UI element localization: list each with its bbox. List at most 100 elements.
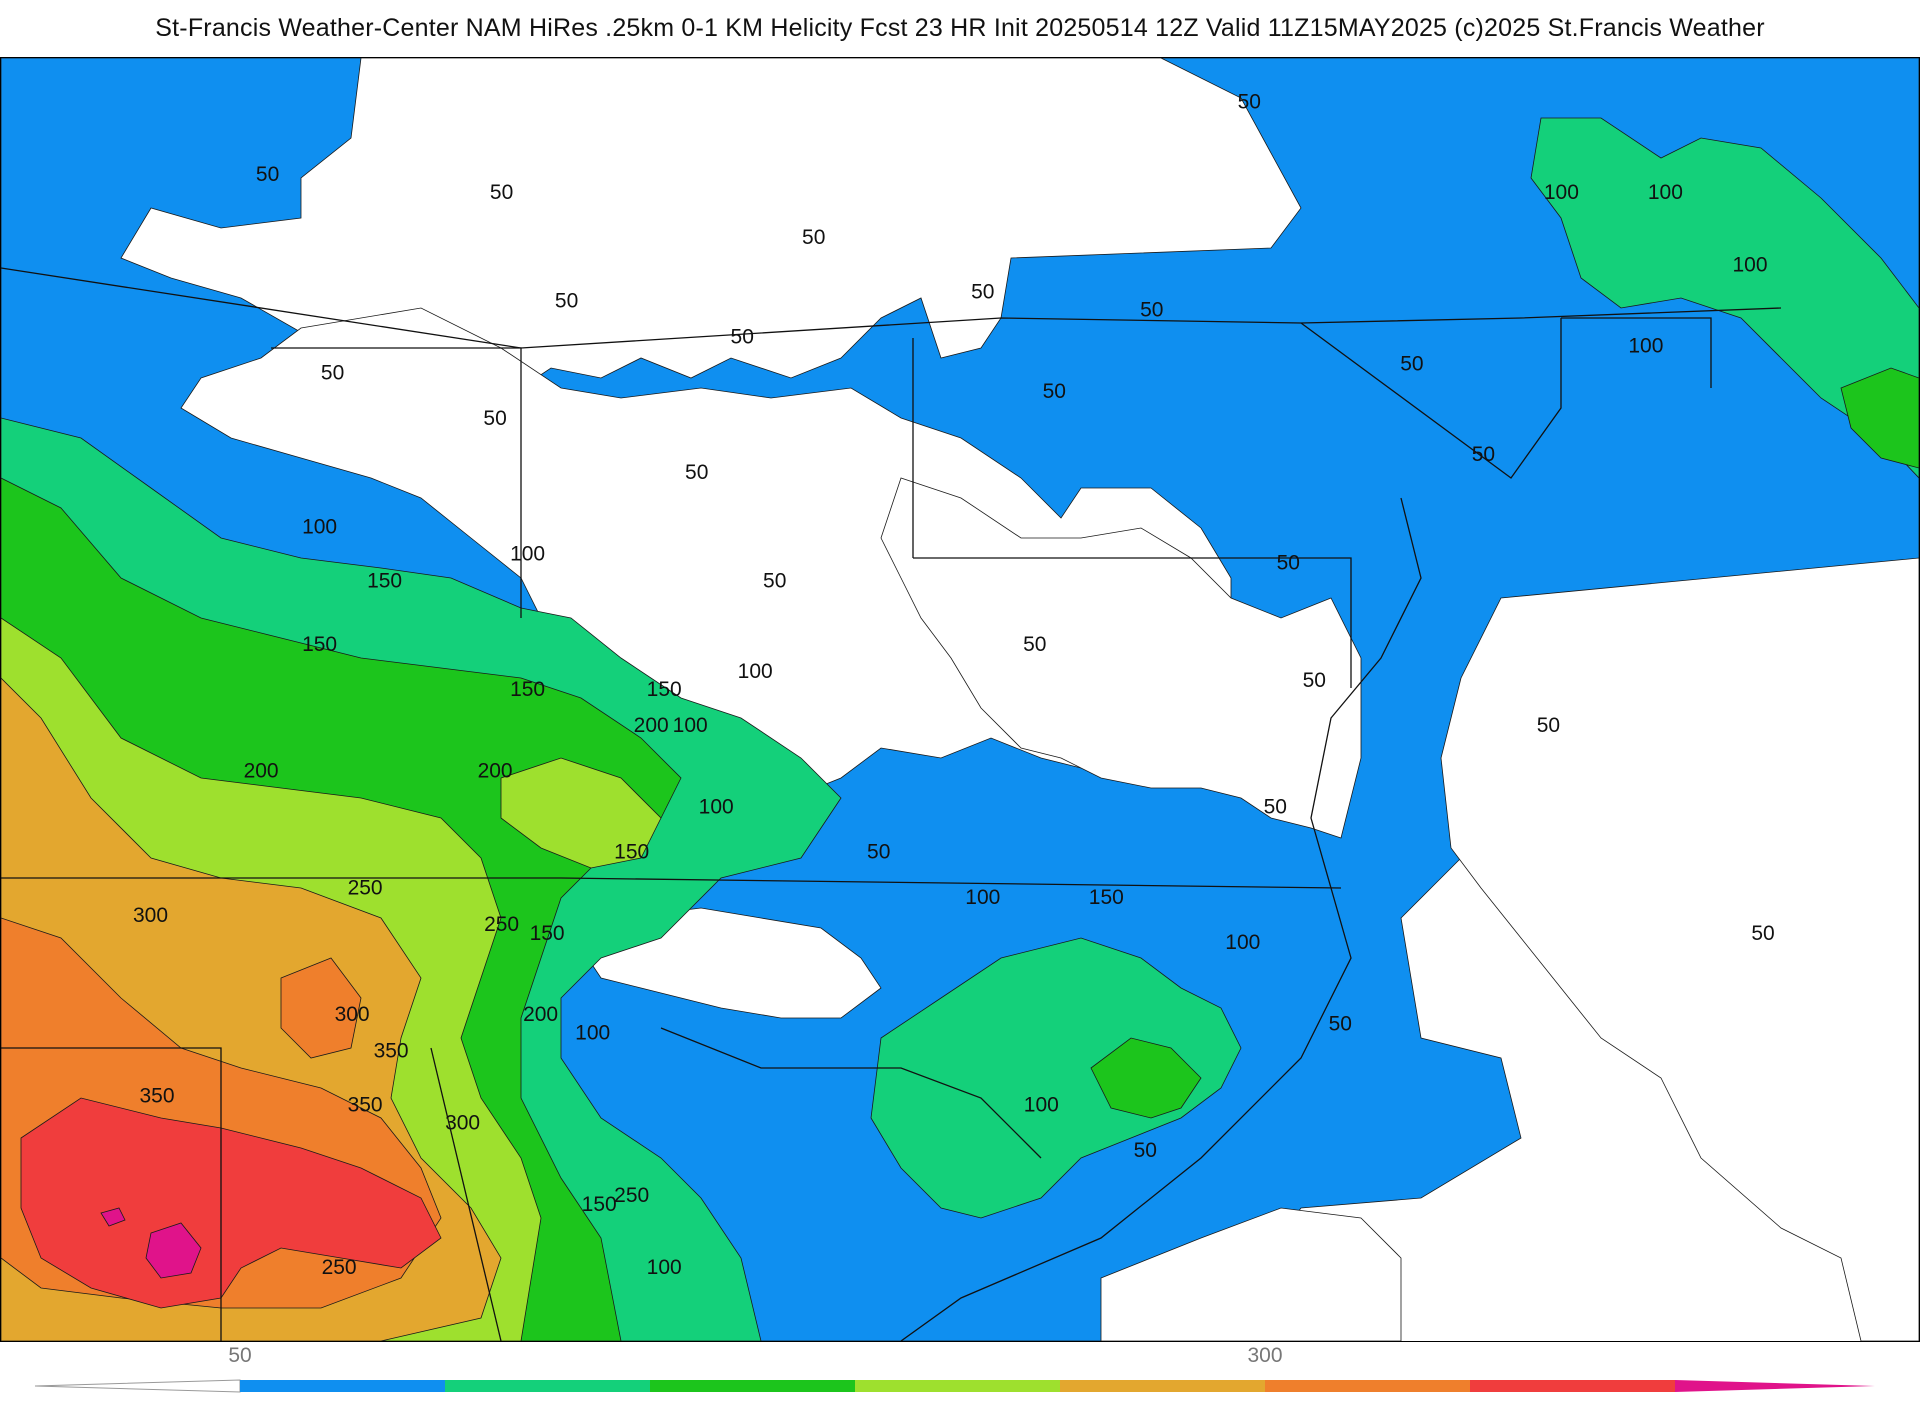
contour-label: 350 (139, 1085, 174, 1108)
helicity-150-eastern-nc (1090, 1037, 1202, 1119)
contour-label: 100 (510, 542, 545, 565)
contour-label: 200 (523, 1003, 558, 1026)
colorbar-segment-350 (1470, 1380, 1675, 1392)
contour-label: 350 (374, 1039, 409, 1062)
helicity-map: 50 50 50 50 50 50 50 50 50 50 50 50 50 50 50 50 50 50 50 50… (1, 58, 1919, 1341)
colorbar-segment-100 (445, 1380, 650, 1392)
contour-labels: 50 50 50 50 50 50 50 50 50 50 50 50 50 50 50 50 50 50 50 50… (133, 91, 1775, 1279)
state-line-pennsylvania (913, 557, 1352, 688)
contour-label: 50 (321, 362, 344, 385)
contour-label: 300 (133, 904, 168, 927)
contour-label: 50 (1238, 91, 1261, 114)
state-line-newyork (1300, 318, 1562, 479)
contour-label: 100 (1628, 335, 1663, 358)
contour-label: 100 (1732, 253, 1767, 276)
contour-label: 100 (575, 1021, 610, 1044)
contour-label: 150 (647, 678, 682, 701)
helicity-150-maine (1840, 367, 1919, 469)
colorbar-under-arrow (34, 1379, 241, 1393)
contour-label: 50 (1277, 552, 1300, 575)
colorbar-segment-50 (240, 1380, 445, 1392)
colorbar (0, 1342, 1920, 1400)
contour-label: 150 (614, 841, 649, 864)
contour-label: 250 (614, 1184, 649, 1207)
contour-label: 50 (1329, 1012, 1352, 1035)
state-line-tn-nc (1, 877, 1342, 889)
colorbar-segment-200 (855, 1380, 1060, 1392)
contour-label: 50 (731, 326, 754, 349)
state-line-mississippi (430, 1047, 502, 1341)
contour-label: 150 (530, 922, 565, 945)
helicity-200-illinois (500, 757, 662, 869)
colorbar-segment-300 (1265, 1380, 1470, 1392)
colorbar-tick-label: 50 (228, 1344, 252, 1367)
contour-label: 50 (1400, 353, 1423, 376)
helicity-400-spot (100, 1207, 126, 1227)
helicity-350-region (20, 1097, 442, 1309)
colorbar-segment-150 (650, 1380, 855, 1392)
helicity-300-arkansas (280, 957, 362, 1059)
colorbar-tick-label: 300 (1247, 1344, 1283, 1367)
contour-label: 100 (673, 714, 708, 737)
colorbar-segment-250 (1060, 1380, 1265, 1392)
colorbar-over-arrow (1675, 1380, 1875, 1392)
contour-label: 50 (763, 570, 786, 593)
contour-label: 50 (802, 226, 825, 249)
contour-label: 100 (647, 1256, 682, 1279)
contour-label: 200 (244, 759, 279, 782)
contour-label: 100 (1544, 181, 1579, 204)
helicity-below-50-atlantic (1440, 557, 1919, 1341)
contour-label: 50 (1023, 633, 1046, 656)
state-line-nc-sc (660, 1027, 1042, 1159)
contour-label: 150 (367, 570, 402, 593)
contour-label: 300 (445, 1112, 480, 1135)
contour-label: 50 (1537, 714, 1560, 737)
helicity-below-50-midatlantic (880, 477, 1362, 839)
contour-label: 50 (1134, 1139, 1157, 1162)
state-boundaries (1, 267, 1782, 1341)
contour-label: 100 (1648, 181, 1683, 204)
contour-label: 50 (685, 461, 708, 484)
contour-label: 50 (971, 280, 994, 303)
contour-label: 50 (1472, 443, 1495, 466)
contour-label: 50 (483, 407, 506, 430)
contour-label: 200 (478, 759, 513, 782)
contour-label: 350 (348, 1094, 383, 1117)
contour-label: 100 (302, 515, 337, 538)
helicity-below-50-southeast (1100, 1207, 1402, 1341)
contour-label: 250 (322, 1256, 357, 1279)
contour-label: 50 (555, 290, 578, 313)
contour-label: 50 (1043, 380, 1066, 403)
helicity-100-carolinas (870, 937, 1242, 1219)
state-line-north (1, 267, 1782, 349)
colorbar-svg (34, 1379, 1875, 1393)
contour-label: 100 (699, 795, 734, 818)
helicity-below-50-north (120, 58, 1302, 389)
contour-label: 50 (1264, 795, 1287, 818)
coastline (900, 497, 1422, 1341)
contour-label: 50 (1140, 299, 1163, 322)
contour-label: 100 (1225, 931, 1260, 954)
contour-label: 150 (302, 633, 337, 656)
map-panel: 50 50 50 50 50 50 50 50 50 50 50 50 50 50 50 50 50 50 50 50… (0, 57, 1920, 1342)
contour-label: 100 (965, 886, 1000, 909)
state-line-iowa-missouri (271, 347, 522, 618)
contour-label: 50 (490, 181, 513, 204)
contour-label: 50 (1751, 922, 1774, 945)
contour-label: 200 (634, 714, 669, 737)
state-line-arkansas (1, 1047, 222, 1341)
contour-label: 50 (867, 841, 890, 864)
map-title: St-Francis Weather-Center NAM HiRes .25k… (155, 13, 1765, 42)
contour-label: 150 (582, 1193, 617, 1216)
contour-label: 250 (348, 877, 383, 900)
contour-label: 100 (1024, 1094, 1059, 1117)
state-line-newengland (1561, 317, 1712, 388)
contour-label: 100 (738, 660, 773, 683)
contour-label: 150 (1089, 886, 1124, 909)
contour-label: 250 (484, 913, 519, 936)
contour-label: 150 (510, 678, 545, 701)
helicity-fill-layer (1, 58, 1919, 1341)
contour-label: 50 (256, 163, 279, 186)
contour-label: 50 (1303, 669, 1326, 692)
helicity-400-core (145, 1222, 202, 1279)
